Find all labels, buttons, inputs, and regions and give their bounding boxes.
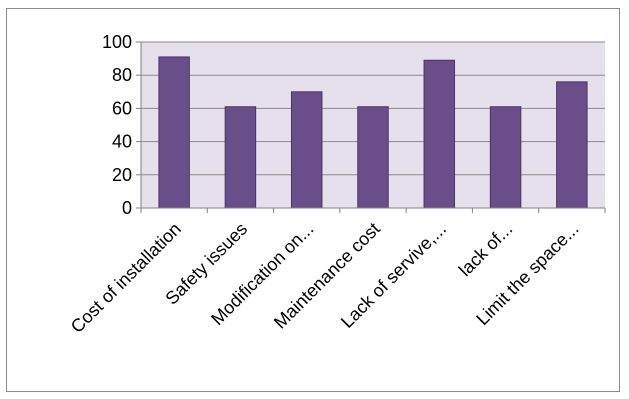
x-tick-label: Cost of installation <box>67 219 185 337</box>
y-tick-label: 20 <box>112 165 132 185</box>
axes <box>140 42 606 213</box>
bar <box>357 106 389 209</box>
bar <box>489 106 522 209</box>
bar <box>423 59 456 209</box>
bars <box>158 56 588 209</box>
bar <box>556 81 588 209</box>
y-tick-label: 40 <box>112 132 132 152</box>
y-tick-label: 100 <box>102 32 132 52</box>
y-tick-label: 80 <box>112 65 132 85</box>
y-tick-label: 0 <box>122 198 132 218</box>
bar <box>290 91 323 209</box>
y-tick-labels: 0 20 40 60 80 100 <box>102 32 141 218</box>
bar <box>158 56 190 209</box>
bar <box>224 106 257 209</box>
x-tick-label: lack of... <box>455 219 517 281</box>
y-tick-label: 60 <box>112 98 132 118</box>
